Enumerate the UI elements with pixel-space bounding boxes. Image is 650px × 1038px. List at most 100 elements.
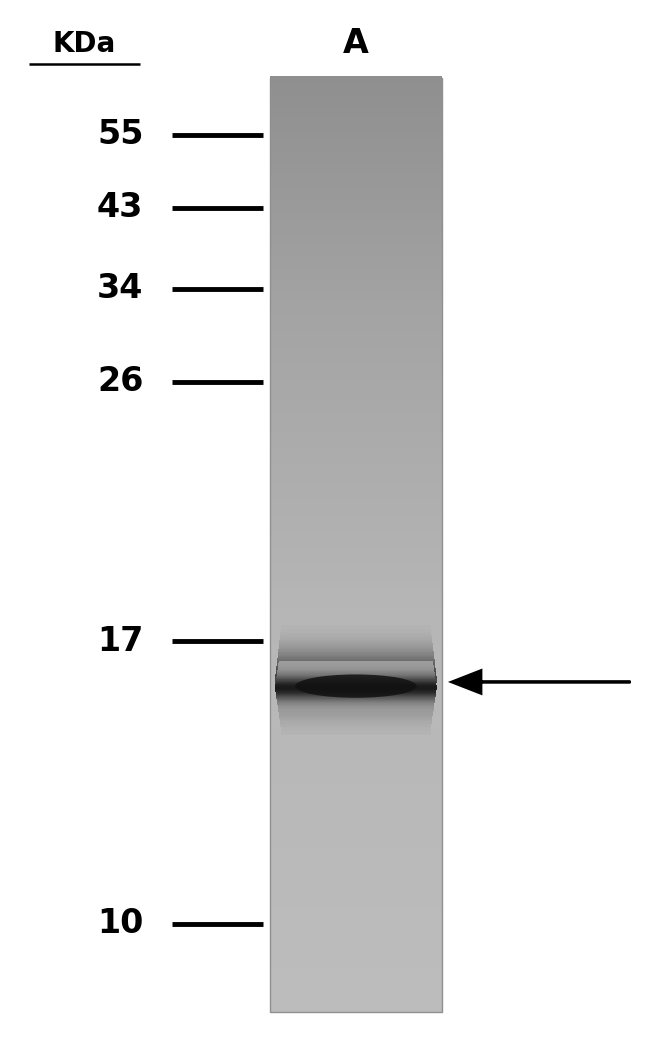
Bar: [270, 845, 442, 850]
Bar: [279, 648, 433, 649]
Bar: [276, 687, 436, 689]
Bar: [280, 716, 432, 718]
Bar: [270, 752, 442, 757]
Ellipse shape: [295, 675, 417, 698]
Bar: [278, 649, 434, 651]
Bar: [270, 733, 442, 738]
Bar: [270, 534, 442, 539]
Bar: [270, 926, 442, 931]
Bar: [270, 762, 442, 766]
Bar: [270, 142, 442, 146]
Bar: [270, 513, 442, 517]
Bar: [270, 945, 442, 950]
Bar: [270, 662, 442, 666]
Bar: [270, 980, 442, 984]
Bar: [281, 732, 430, 734]
Bar: [270, 381, 442, 386]
Bar: [279, 645, 433, 647]
Bar: [270, 179, 442, 184]
Bar: [280, 639, 432, 641]
Bar: [270, 805, 442, 810]
Bar: [270, 416, 442, 420]
Bar: [270, 166, 442, 171]
Bar: [270, 843, 442, 847]
Bar: [270, 475, 442, 480]
Bar: [276, 666, 436, 668]
Bar: [270, 126, 442, 131]
Bar: [270, 943, 442, 947]
Bar: [278, 654, 434, 656]
Bar: [270, 278, 442, 283]
Bar: [270, 812, 442, 816]
Bar: [270, 776, 442, 782]
Bar: [270, 161, 442, 165]
Bar: [277, 694, 435, 696]
Bar: [281, 631, 431, 633]
Bar: [270, 400, 442, 405]
Bar: [270, 837, 442, 841]
Bar: [270, 920, 442, 925]
Bar: [270, 743, 442, 747]
Text: A: A: [343, 27, 369, 60]
Bar: [270, 606, 442, 610]
Bar: [276, 672, 436, 674]
Bar: [280, 719, 432, 721]
Bar: [281, 731, 431, 733]
Bar: [270, 781, 442, 785]
Bar: [270, 144, 442, 149]
Bar: [270, 677, 442, 682]
Bar: [270, 1005, 442, 1009]
Bar: [270, 521, 442, 526]
Bar: [270, 510, 442, 514]
Bar: [276, 691, 436, 692]
Bar: [270, 575, 442, 579]
Bar: [270, 700, 442, 704]
Bar: [270, 248, 442, 252]
Bar: [270, 982, 442, 987]
Bar: [278, 651, 434, 653]
Bar: [270, 879, 442, 884]
Bar: [270, 949, 442, 953]
Bar: [270, 814, 442, 819]
Bar: [270, 185, 442, 190]
Bar: [270, 873, 442, 878]
Bar: [275, 679, 437, 681]
Bar: [270, 332, 442, 336]
Bar: [281, 733, 430, 735]
Bar: [270, 976, 442, 981]
Bar: [270, 706, 442, 710]
Bar: [270, 839, 442, 844]
Bar: [270, 789, 442, 794]
Bar: [278, 707, 434, 709]
Bar: [270, 695, 442, 701]
Bar: [278, 655, 434, 657]
Bar: [270, 376, 442, 380]
Bar: [270, 114, 442, 118]
Bar: [270, 463, 442, 467]
Bar: [270, 372, 442, 377]
Bar: [270, 157, 442, 162]
Bar: [270, 830, 442, 835]
Bar: [270, 484, 442, 489]
Bar: [270, 849, 442, 853]
Bar: [270, 889, 442, 894]
Bar: [270, 210, 442, 215]
Bar: [270, 882, 442, 887]
Bar: [270, 426, 442, 430]
Bar: [270, 98, 442, 103]
Bar: [270, 986, 442, 990]
Bar: [270, 832, 442, 838]
Bar: [270, 217, 442, 221]
Bar: [277, 659, 435, 661]
Bar: [279, 711, 433, 713]
Bar: [270, 656, 442, 660]
Bar: [270, 304, 442, 308]
Bar: [270, 92, 442, 97]
Bar: [270, 546, 442, 551]
Bar: [270, 961, 442, 965]
Bar: [270, 404, 442, 408]
Bar: [276, 689, 436, 691]
Bar: [270, 340, 442, 346]
Bar: [270, 924, 442, 928]
Bar: [270, 170, 442, 174]
